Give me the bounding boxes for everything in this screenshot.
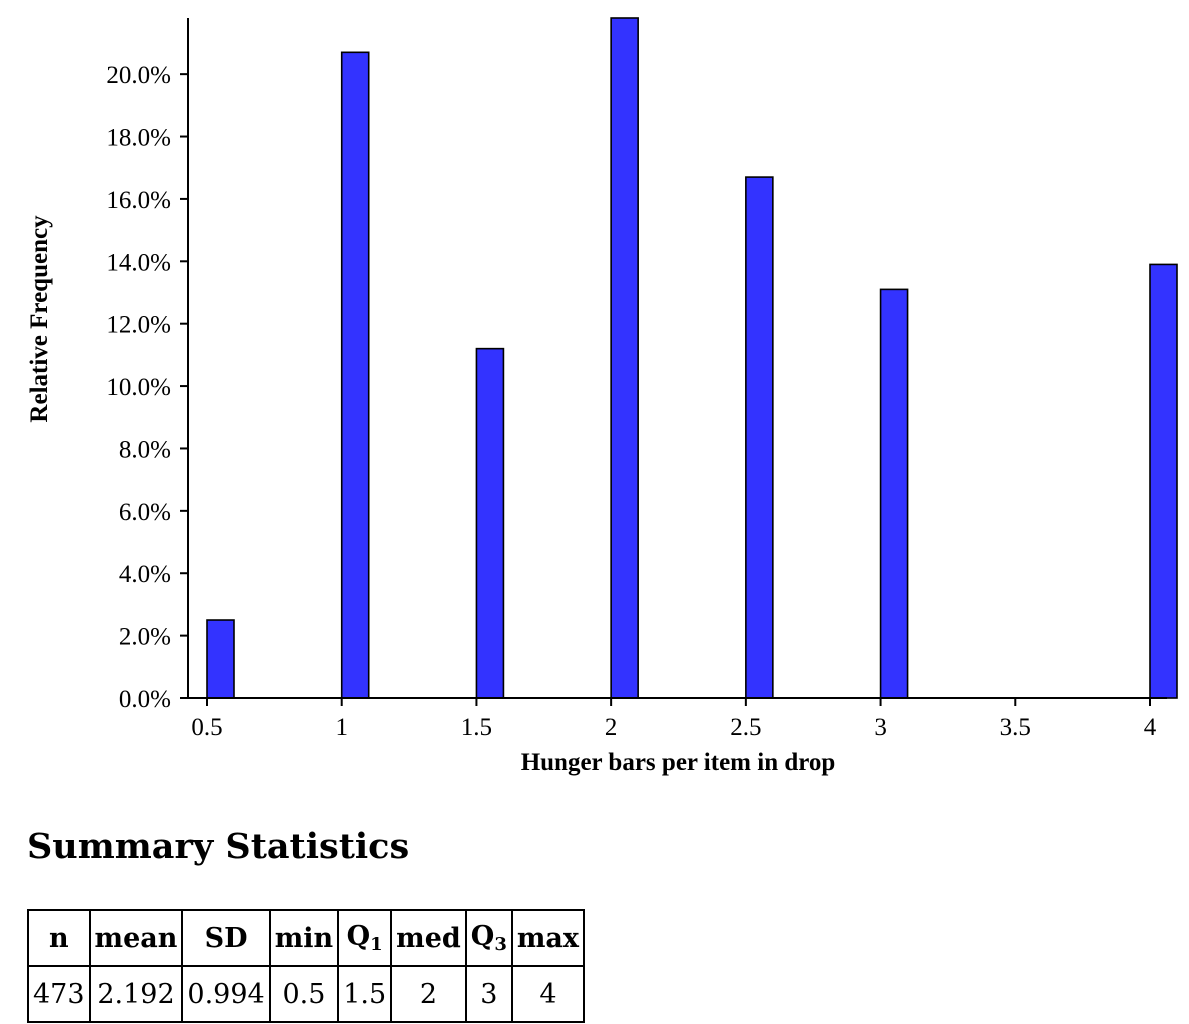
summary-title: Summary Statistics: [27, 826, 410, 867]
x-axis: 0.5 1 1.5 2 2.5 3 3.5 4: [188, 697, 1167, 741]
bar-4: [1149, 263, 1178, 699]
y-tick-label: 20.0%: [106, 62, 171, 89]
bar-2: [610, 17, 639, 699]
table-cell: 1.5: [337, 965, 393, 1023]
x-tick-label: 3.5: [1000, 714, 1031, 741]
y-tick-label: 10.0%: [106, 374, 171, 401]
y-axis-label: Relative Frequency: [26, 215, 53, 423]
table-cell: 0.994: [181, 965, 271, 1023]
summary-statistics-table: n mean SD min Q1 med Q3 max 473 2.192 0.994 0.5 1.5…: [27, 909, 586, 1023]
bar-2-5: [745, 176, 774, 699]
table-row: 473 2.192 0.994 0.5 1.5 2 3 4: [27, 965, 586, 1023]
x-tick-label: 0.5: [191, 714, 222, 741]
y-tick-label: 8.0%: [119, 436, 171, 463]
y-tick-label: 4.0%: [119, 561, 171, 588]
table-cell: 0.5: [268, 965, 340, 1023]
table-header-cell: min: [268, 909, 340, 967]
table-header-cell: n: [27, 909, 91, 967]
table-header-cell: med: [390, 909, 467, 967]
y-tick-label: 14.0%: [106, 249, 171, 276]
table-cell: 3: [464, 965, 513, 1023]
bar-1: [340, 51, 370, 699]
bar-1-5: [475, 347, 505, 699]
table-header-row: n mean SD min Q1 med Q3 max: [27, 909, 586, 967]
table-header-cell: mean: [88, 909, 184, 967]
y-tick-label: 0.0%: [119, 686, 171, 713]
bar-3: [879, 288, 909, 699]
x-tick-label: 2: [605, 714, 618, 741]
y-tick-label: 2.0%: [119, 624, 171, 651]
x-tick-label: 4: [1144, 714, 1157, 741]
table-header-cell: Q1: [337, 909, 393, 967]
y-tick-label: 12.0%: [106, 312, 171, 339]
y-axis: 0.0% 2.0% 4.0% 6.0% 8.0% 10.0% 12.0% 14.0% 16.0%…: [106, 18, 189, 713]
x-tick-label: 1.5: [461, 714, 492, 741]
table-cell: 4: [510, 965, 586, 1023]
x-tick-label: 3: [874, 714, 887, 741]
table-header-cell: SD: [181, 909, 271, 967]
table-cell: 473: [27, 965, 91, 1023]
y-tick-label: 16.0%: [106, 187, 171, 214]
bar-0-5: [206, 619, 235, 699]
table-header-cell: Q3: [464, 909, 513, 967]
x-tick-label: 1: [335, 714, 348, 741]
histogram-chart: 0.0% 2.0% 4.0% 6.0% 8.0% 10.0% 12.0% 14.0% 16.0%…: [26, 17, 1178, 776]
y-tick-label: 18.0%: [106, 125, 171, 152]
table-header-cell: max: [510, 909, 586, 967]
table-cell: 2: [390, 965, 467, 1023]
x-tick-label: 2.5: [730, 714, 761, 741]
table-cell: 2.192: [88, 965, 184, 1023]
y-tick-label: 6.0%: [119, 499, 171, 526]
x-axis-label: Hunger bars per item in drop: [521, 749, 836, 776]
bars-group: [206, 17, 1178, 699]
